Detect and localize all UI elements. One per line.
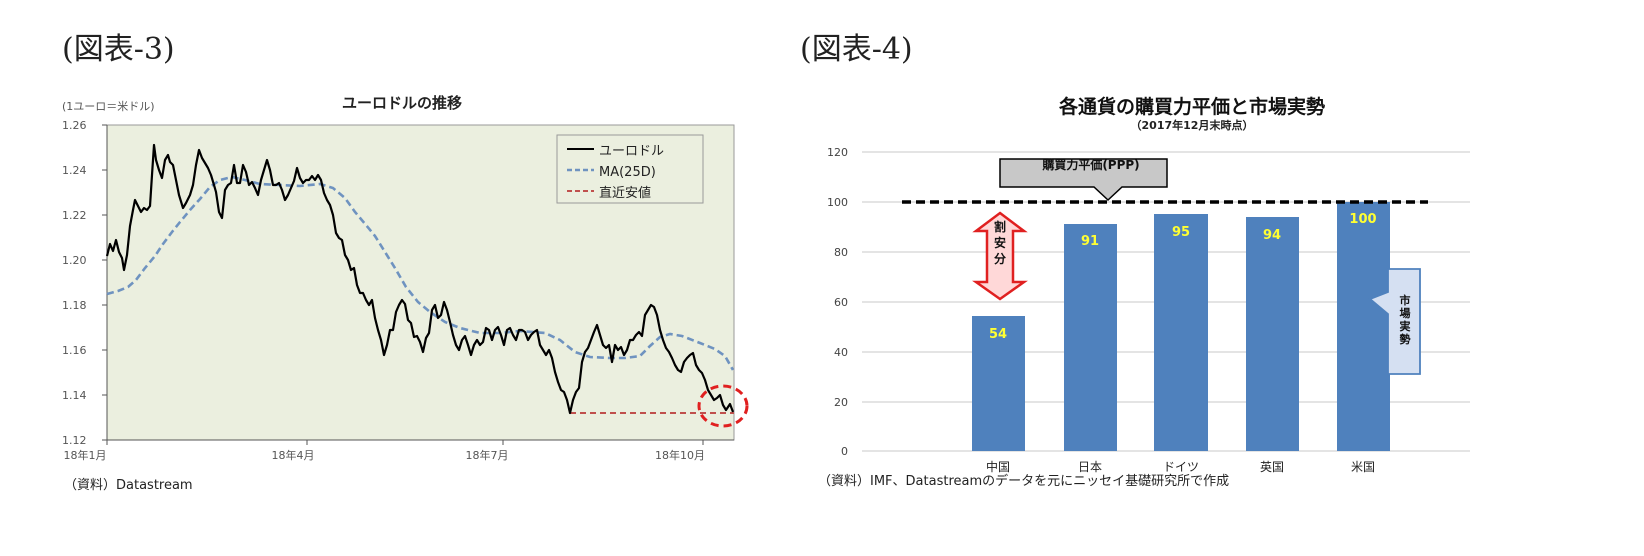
- ppp-chart: 各通貨の購買力平価と市場実勢 （2017年12月末時点） 120 100 80 …: [800, 0, 1644, 556]
- bar-us: [1337, 202, 1390, 451]
- ma25-line: [106, 175, 735, 371]
- eurusd-chart: (1ユーロ＝米ドル) ユーロドルの推移 1.26 1.24 1.22 1.20 …: [0, 0, 800, 556]
- legend: [556, 134, 704, 204]
- y-axis-ticks: 1.26 1.24 1.22 1.20 1.18 1.16 1.14 1.12: [62, 119, 107, 447]
- x-label-germany: ドイツ: [1163, 460, 1199, 474]
- eurusd-plot: 1.26 1.24 1.22 1.20 1.18 1.16 1.14 1.12 …: [62, 119, 749, 462]
- svg-text:40: 40: [834, 346, 848, 359]
- legend-item-ma25: MA(25D): [599, 165, 656, 180]
- highlight-circle: [697, 384, 749, 428]
- bar-germany: [1154, 214, 1208, 451]
- y-axis-ticks: 120 100 80 60 40 20 0: [827, 146, 848, 458]
- bars: [972, 202, 1390, 451]
- svg-text:80: 80: [834, 246, 848, 259]
- x-label-japan: 日本: [1078, 460, 1102, 474]
- svg-text:94: 94: [1263, 228, 1281, 243]
- svg-text:18年10月: 18年10月: [655, 448, 705, 462]
- ppp-callout: [999, 158, 1168, 202]
- svg-text:1.20: 1.20: [62, 254, 87, 267]
- svg-text:1.12: 1.12: [62, 434, 87, 447]
- bar-japan: [1064, 224, 1117, 451]
- right-source-note: （資料）IMF、Datastreamのデータを元にニッセイ基礎研究所で作成: [818, 474, 1230, 489]
- market-callout-label: 市 場 実 勢: [1399, 294, 1411, 346]
- svg-text:91: 91: [1081, 234, 1099, 249]
- ppp-plot: 120 100 80 60 40 20 0 54 91 95 94 100: [827, 146, 1470, 474]
- bar-value-labels: 54 91 95 94 100: [989, 212, 1377, 342]
- svg-text:20: 20: [834, 396, 848, 409]
- legend-labels: ユーロドル MA(25D) 直近安値: [599, 141, 664, 204]
- discount-double-arrow: [972, 211, 1028, 301]
- figure-3-label: (図表-3): [62, 32, 175, 67]
- svg-text:1.26: 1.26: [62, 119, 87, 132]
- x-axis-labels: 中国 日本 ドイツ 英国 米国: [986, 459, 1375, 474]
- chart-subtitle: （2017年12月末時点）: [1130, 119, 1254, 132]
- bar-china: [972, 316, 1025, 451]
- svg-text:100: 100: [1349, 212, 1376, 227]
- svg-text:18年7月: 18年7月: [466, 448, 509, 462]
- svg-text:1.18: 1.18: [62, 299, 87, 312]
- discount-label: 割 安 分: [993, 220, 1006, 266]
- eurusd-line: [105, 143, 735, 415]
- svg-text:18年1月: 18年1月: [64, 448, 107, 462]
- svg-text:1.16: 1.16: [62, 344, 87, 357]
- svg-text:120: 120: [827, 146, 848, 159]
- x-axis-ticks: 18年1月 18年4月 18年7月 18年10月: [64, 440, 705, 462]
- x-label-china: 中国: [986, 459, 1010, 474]
- svg-text:1.22: 1.22: [62, 209, 87, 222]
- ppp-callout-label: 購買力平価(PPP): [1042, 158, 1140, 172]
- chart-title: ユーロドルの推移: [342, 94, 463, 112]
- x-label-uk: 英国: [1260, 460, 1284, 474]
- y-unit-label: (1ユーロ＝米ドル): [62, 100, 155, 113]
- x-label-us: 米国: [1351, 460, 1375, 474]
- svg-text:60: 60: [834, 296, 848, 309]
- legend-item-recent-low: 直近安値: [599, 186, 652, 201]
- svg-text:95: 95: [1172, 225, 1190, 240]
- market-callout: [1368, 268, 1421, 375]
- legend-item-eurusd: ユーロドル: [599, 144, 665, 159]
- svg-text:1.24: 1.24: [62, 164, 87, 177]
- svg-text:54: 54: [989, 327, 1007, 342]
- chart-title: 各通貨の購買力平価と市場実勢: [1058, 96, 1325, 118]
- svg-text:1.14: 1.14: [62, 389, 87, 402]
- svg-text:0: 0: [841, 445, 848, 458]
- left-source-note: （資料）Datastream: [64, 478, 193, 493]
- figure-4-label: (図表-4): [800, 32, 913, 67]
- bar-uk: [1246, 217, 1299, 451]
- svg-text:100: 100: [827, 196, 848, 209]
- svg-text:18年4月: 18年4月: [272, 448, 315, 462]
